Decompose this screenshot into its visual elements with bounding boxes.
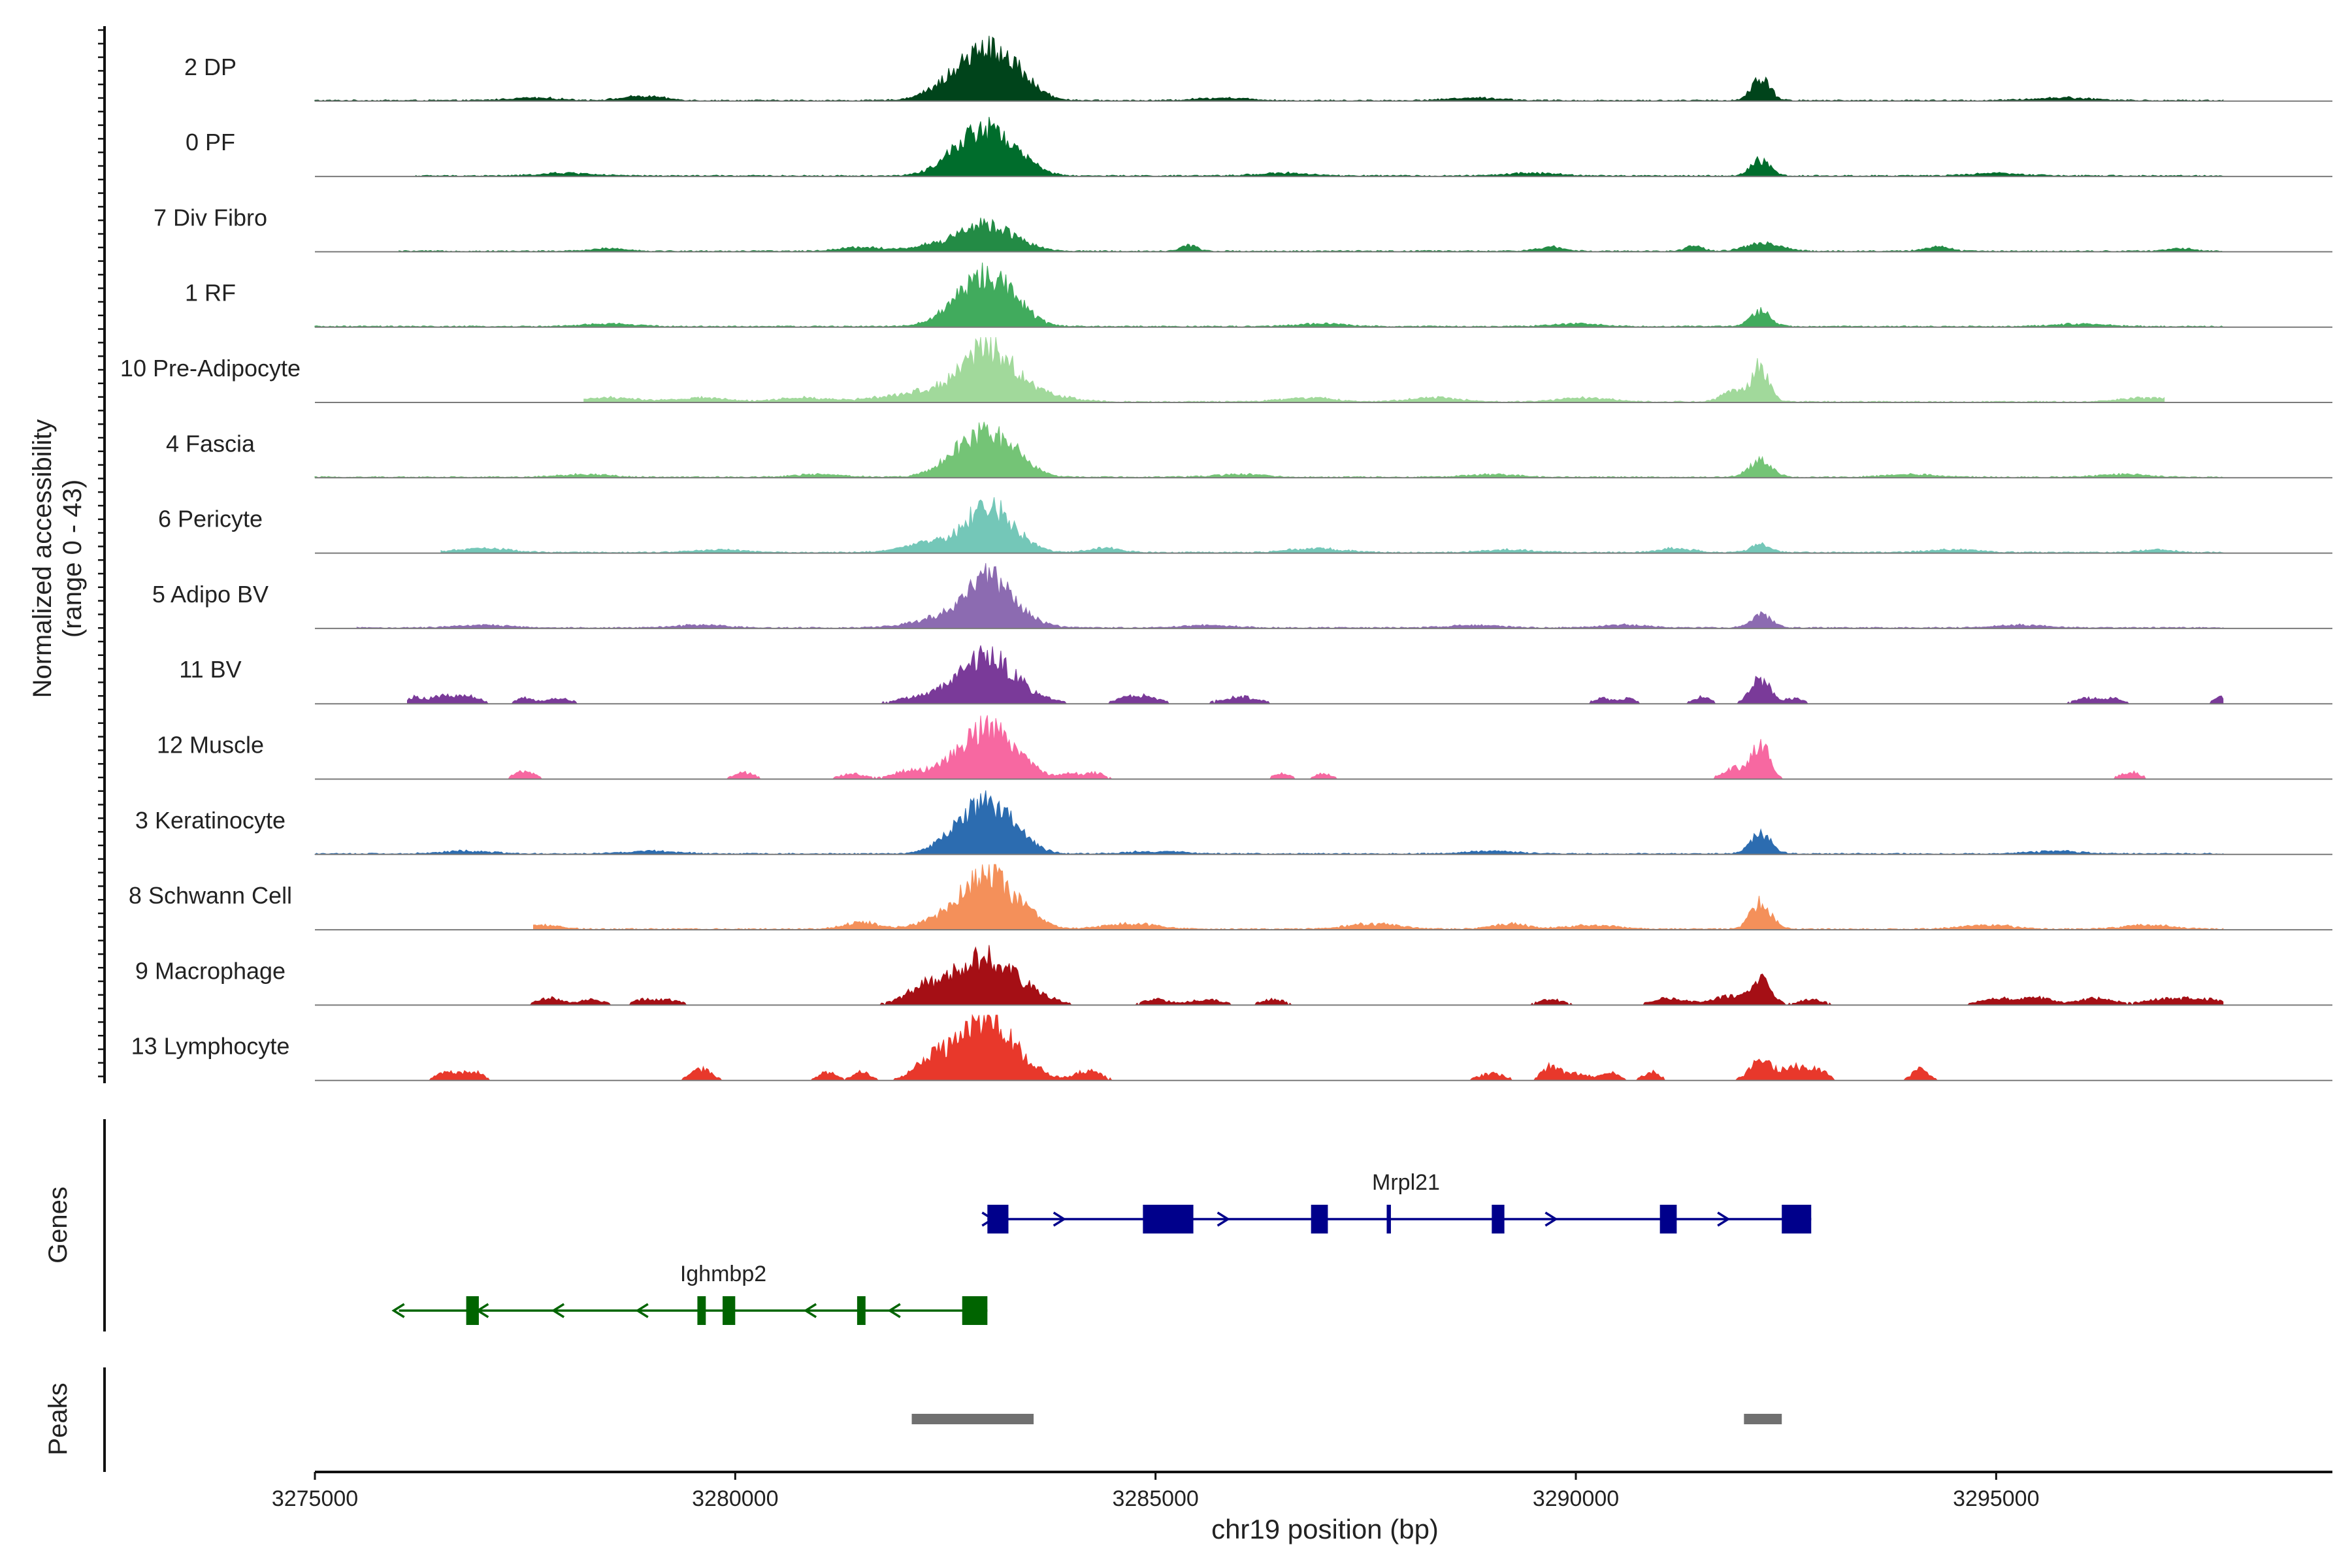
exon-mrpl21 [1311, 1205, 1328, 1233]
exon-ighmbp2 [697, 1296, 706, 1325]
strand-arrow-icon [551, 1303, 565, 1318]
coverage-12-muscle [500, 715, 2148, 780]
coverage-1-rf [314, 262, 2224, 328]
y-axis-title-line2: (range 0 - 43) [58, 480, 87, 638]
exon-ighmbp2 [723, 1296, 736, 1325]
exon-mrpl21 [1386, 1205, 1391, 1233]
coverage-13-lymphocyte [424, 1013, 1938, 1081]
peaks-title: Peaks [44, 1382, 73, 1455]
track-label-10-pre-adipocyte: 10 Pre-Adipocyte [120, 355, 301, 382]
track-label-13-lymphocyte: 13 Lymphocyte [131, 1033, 290, 1060]
x-axis-ticks: 3275000 3280000 3285000 3290000 3295000 [272, 1472, 2040, 1511]
gene-ighmbp2: Ighmbp2 [391, 1262, 988, 1325]
x-tick-label: 3280000 [692, 1486, 778, 1511]
track-label-1-rf: 1 RF [185, 280, 236, 306]
exon-mrpl21 [987, 1205, 1009, 1233]
peak-region [911, 1414, 1034, 1424]
y-axis-title: Normalized accessibility (range 0 - 43) [28, 419, 87, 698]
x-tick-label: 3285000 [1112, 1486, 1198, 1511]
exon-mrpl21 [1143, 1205, 1194, 1233]
coverage-6-pericyte [440, 497, 2224, 554]
strand-arrow-icon [1544, 1211, 1558, 1227]
exon-mrpl21 [1492, 1205, 1505, 1233]
track-label-7-div-fibro: 7 Div Fibro [154, 204, 267, 231]
peak-region [1744, 1414, 1782, 1424]
gene-label-ighmbp2: Ighmbp2 [680, 1262, 766, 1286]
peak-regions [911, 1414, 1782, 1424]
coverage-0-pf [415, 116, 2224, 177]
track-label-3-keratinocyte: 3 Keratinocyte [135, 807, 286, 834]
y-axis-title-line1: Normalized accessibility [28, 419, 57, 698]
track-label-5-adipo-bv: 5 Adipo BV [152, 581, 269, 608]
exon-mrpl21 [1659, 1205, 1677, 1233]
coverage-tracks: 2 DP 0 PF 7 Div Fibro 1 RF 10 Pre-Adipocyte 4… [120, 35, 2332, 1081]
track-label-2-dp: 2 DP [184, 54, 237, 80]
coverage-y-ticks [98, 29, 105, 1077]
x-tick-label: 3290000 [1533, 1486, 1619, 1511]
track-label-0-pf: 0 PF [186, 129, 235, 155]
gene-label-mrpl21: Mrpl21 [1372, 1170, 1440, 1195]
genes-title: Genes [44, 1186, 73, 1264]
strand-arrow-icon [1053, 1211, 1067, 1227]
coverage-5-adipo-bv [356, 563, 2224, 629]
x-tick-label: 3275000 [272, 1486, 358, 1511]
gene-mrpl21: Mrpl21 [981, 1170, 1812, 1233]
coverage-7-div-fibro [399, 218, 2224, 252]
track-label-4-fascia: 4 Fascia [166, 430, 255, 457]
track-label-6-pericyte: 6 Pericyte [158, 506, 263, 532]
x-axis-title: chr19 position (bp) [1211, 1514, 1439, 1544]
coverage-2-dp [314, 35, 2224, 102]
strand-arrow-icon [887, 1303, 901, 1318]
strand-arrow-icon [1217, 1211, 1230, 1227]
track-label-12-muscle: 12 Muscle [157, 732, 264, 759]
coverage-10-pre-adipocyte [583, 336, 2165, 403]
gene-annotations: Mrpl21 Ighmbp2 [391, 1170, 1812, 1325]
x-tick-label: 3295000 [1953, 1486, 2039, 1511]
coverage-3-keratinocyte [314, 790, 2224, 855]
strand-arrow-icon [803, 1303, 817, 1318]
coverage-4-fascia [314, 421, 2224, 478]
coverage-11-bv [407, 645, 2224, 705]
exon-mrpl21 [1782, 1205, 1812, 1233]
track-label-8-schwann-cell: 8 Schwann Cell [129, 882, 292, 909]
strand-arrow-icon [635, 1303, 649, 1318]
coverage-8-schwann-cell [533, 864, 2224, 930]
exon-ighmbp2 [466, 1296, 479, 1325]
track-label-11-bv: 11 BV [179, 656, 241, 683]
exon-ighmbp2 [962, 1296, 988, 1325]
track-label-9-macrophage: 9 Macrophage [135, 957, 286, 984]
strand-arrow-icon [391, 1303, 405, 1318]
strand-arrow-icon [1717, 1211, 1731, 1227]
exon-ighmbp2 [857, 1296, 866, 1325]
coverage-9-macrophage [525, 945, 2224, 1006]
